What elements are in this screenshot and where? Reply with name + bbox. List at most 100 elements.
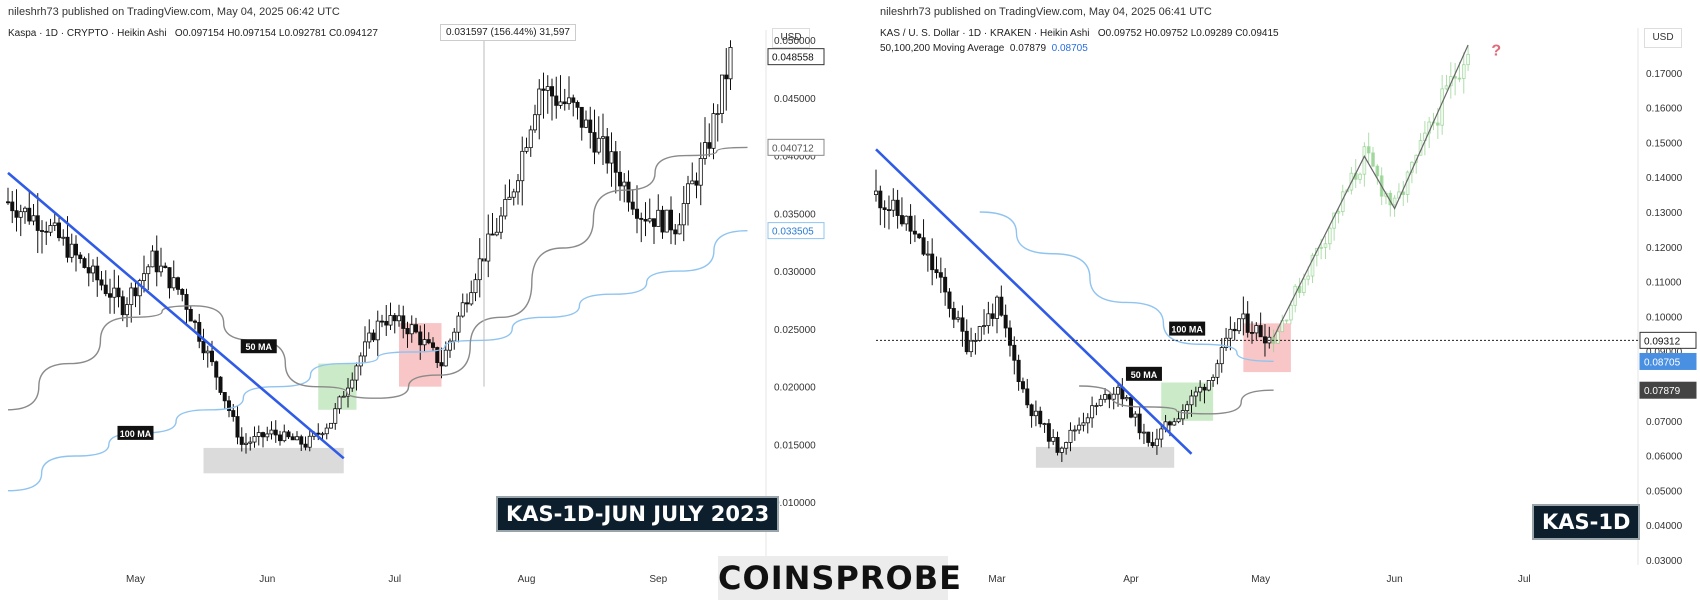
- ma100-line: [7, 229, 748, 492]
- candle: [1046, 423, 1051, 442]
- candle: [1249, 332, 1254, 334]
- candle: [95, 265, 100, 281]
- candle: [1202, 386, 1207, 391]
- y-tick-label: 0.06000: [1646, 452, 1683, 463]
- candle: [133, 287, 138, 297]
- candle: [120, 296, 125, 316]
- y-tick-label: 0.12000: [1646, 243, 1683, 254]
- candle: [167, 267, 172, 289]
- candle: [1077, 424, 1082, 431]
- candle: [99, 279, 104, 286]
- ma100-tag: 100 MA: [1171, 325, 1203, 335]
- candle: [1094, 405, 1099, 407]
- candle: [545, 86, 550, 91]
- y-tick-label: 0.040000: [774, 152, 816, 163]
- ma-legend-v2: 0.08705: [1051, 43, 1088, 54]
- ma100-price-tag-bg: [1639, 352, 1697, 370]
- candle: [1159, 428, 1164, 440]
- candle: [341, 395, 346, 398]
- left-chart-canvas[interactable]: 0.050000 0.045000 0.040000 0.035000 0.030000…: [0, 0, 828, 600]
- candle: [1172, 421, 1177, 426]
- candle: [290, 436, 295, 441]
- projection-candle: [1310, 254, 1315, 277]
- currency-button[interactable]: USD: [772, 28, 810, 48]
- candle: [690, 180, 695, 185]
- candle: [990, 313, 995, 319]
- candle: [874, 190, 879, 196]
- x-tick-label: May: [126, 574, 145, 585]
- candle: [550, 86, 555, 97]
- candle: [231, 410, 236, 417]
- support-zone: [203, 447, 344, 474]
- ma100-price-tag: 0.08705: [1644, 357, 1681, 368]
- candle: [239, 436, 244, 445]
- ohlc-values: O0.09752 H0.09752 L0.09289 C0.09415: [1097, 28, 1279, 39]
- candle: [656, 209, 661, 227]
- ma100-price-tag: 0.033505: [772, 227, 814, 238]
- candle: [1003, 314, 1008, 329]
- left-badge: KAS-1D-JUN JULY 2023: [496, 496, 780, 532]
- projection-candle: [1371, 152, 1375, 167]
- candle: [947, 291, 952, 309]
- candle: [904, 215, 909, 225]
- x-tick-label: Apr: [1123, 574, 1139, 585]
- ma100-line: [979, 211, 1274, 362]
- candle: [40, 230, 45, 232]
- candle: [31, 215, 36, 222]
- candle: [1241, 313, 1246, 320]
- candle: [1224, 337, 1229, 349]
- y-tick-label: 0.11000: [1646, 278, 1682, 289]
- candle: [494, 231, 499, 236]
- candle: [1012, 344, 1017, 361]
- candle: [1254, 325, 1259, 334]
- candle: [69, 243, 74, 258]
- candle: [299, 436, 304, 445]
- candle: [265, 433, 270, 438]
- candle: [1206, 380, 1211, 391]
- candle: [1020, 381, 1025, 390]
- candle: [524, 147, 529, 152]
- right-chart-canvas[interactable]: 0.17000 0.16000 0.15000 0.14000 0.13000 0.120…: [872, 0, 1700, 600]
- candle: [507, 196, 512, 200]
- y-tick-label: 0.035000: [774, 209, 816, 220]
- candle: [192, 320, 197, 323]
- candle: [456, 315, 461, 333]
- candle: [426, 339, 431, 344]
- candle: [1081, 422, 1086, 426]
- candle: [1154, 438, 1159, 447]
- candle: [108, 293, 113, 298]
- candle: [584, 119, 589, 128]
- candle: [362, 341, 367, 357]
- y-tick-label: 0.050000: [774, 36, 816, 47]
- candle: [333, 408, 338, 424]
- candle: [35, 215, 40, 231]
- candle: [392, 315, 397, 322]
- candle: [439, 362, 444, 367]
- x-tick-label: Sep: [649, 574, 667, 585]
- candle: [91, 265, 96, 274]
- ma50-price-tag: 0.040712: [772, 143, 814, 154]
- candle: [413, 324, 418, 333]
- candle: [447, 340, 452, 351]
- projection-candle: [1362, 146, 1367, 175]
- candle: [899, 215, 904, 225]
- candle: [571, 97, 576, 103]
- candle: [1167, 421, 1172, 426]
- projection-candle: [1327, 227, 1332, 245]
- currency-button[interactable]: USD: [1644, 28, 1682, 48]
- ma100-tag-bg: [117, 425, 154, 440]
- projection-candle: [1323, 243, 1328, 248]
- candle: [158, 265, 163, 273]
- candle: [1051, 437, 1056, 442]
- candle: [635, 208, 640, 219]
- candle: [554, 95, 559, 106]
- candle: [588, 119, 593, 133]
- candle: [112, 287, 117, 298]
- candle: [715, 113, 720, 115]
- y-tick-label: 0.025000: [774, 325, 816, 336]
- candle: [1211, 376, 1216, 381]
- candle: [350, 379, 355, 389]
- y-tick-label: 0.045000: [774, 94, 816, 105]
- symbol-line: KAS / U. S. Dollar · 1D · KRAKEN · Heiki…: [880, 28, 1279, 39]
- candle: [409, 324, 414, 335]
